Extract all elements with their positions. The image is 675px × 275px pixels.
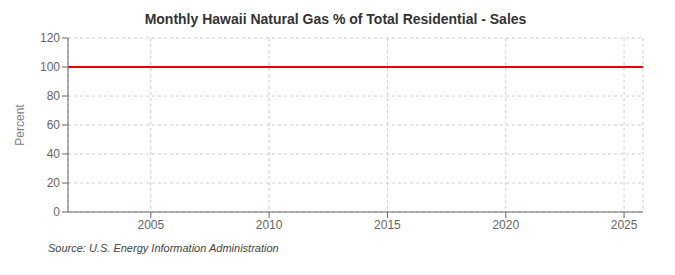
svg-text:40: 40 bbox=[47, 147, 61, 161]
svg-text:20: 20 bbox=[47, 176, 61, 190]
svg-text:Percent: Percent bbox=[13, 104, 27, 146]
svg-text:2015: 2015 bbox=[374, 218, 401, 232]
svg-text:2005: 2005 bbox=[137, 218, 164, 232]
html-text:Source: U.S. Energy Informatio: Source: U.S. Energy Information Administ… bbox=[48, 242, 279, 254]
html-text:Monthly Hawaii Natural Gas % o: Monthly Hawaii Natural Gas % of Total Re… bbox=[144, 11, 527, 27]
svg-text:80: 80 bbox=[47, 89, 61, 103]
svg-text:2010: 2010 bbox=[256, 218, 283, 232]
svg-text:120: 120 bbox=[40, 31, 60, 45]
svg-text:0: 0 bbox=[53, 205, 60, 219]
svg-text:100: 100 bbox=[40, 60, 60, 74]
svg-text:2020: 2020 bbox=[492, 218, 519, 232]
svg-text:2025: 2025 bbox=[611, 218, 638, 232]
svg-text:60: 60 bbox=[47, 118, 61, 132]
